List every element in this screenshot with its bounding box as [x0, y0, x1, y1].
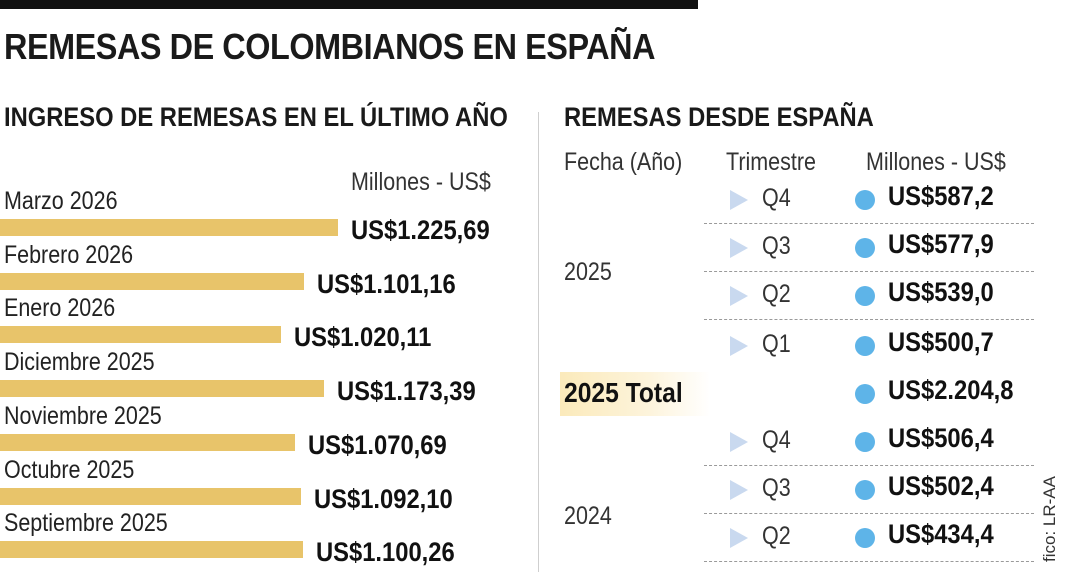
bar-chart-unit-label: Millones - US$ — [351, 168, 491, 196]
bar-row: Septiembre 2025 US$1.100,26 — [0, 509, 540, 567]
quarter-value: US$587,2 — [888, 181, 994, 211]
quarter-value: US$539,0 — [888, 277, 994, 307]
table-row: Q2 US$539,0 — [704, 272, 1034, 320]
dot-icon — [855, 190, 875, 210]
total-highlight — [560, 372, 710, 416]
dot-icon — [855, 336, 875, 356]
graphic-credit: fico: LR-AA — [1040, 476, 1059, 562]
bar — [0, 272, 304, 290]
bar-value-label: US$1.070,69 — [308, 429, 448, 460]
quarter-value: US$506,4 — [888, 423, 994, 453]
bar-value-label: US$1.173,39 — [336, 376, 476, 407]
dot-icon — [855, 528, 875, 548]
row-separator — [704, 319, 1034, 320]
bar-value-label: US$1.092,10 — [314, 483, 453, 514]
bar-category-label: Octubre 2025 — [4, 455, 135, 484]
bar-row: Enero 2026 US$1.020,11 — [0, 294, 540, 352]
bar-category-label: Marzo 2026 — [4, 187, 118, 215]
table-row: Q4 US$506,4 — [704, 418, 1034, 466]
page-title: REMESAS DE COLOMBIANOS EN ESPAÑA — [4, 26, 656, 67]
top-rule — [0, 0, 698, 9]
bar-category-label: Diciembre 2025 — [4, 348, 155, 377]
header-value: Millones - US$ — [866, 148, 1006, 176]
table-row: Q2 US$434,4 — [704, 514, 1034, 562]
bar-category-label: Febrero 2026 — [4, 240, 134, 269]
bar-row: Febrero 2026 US$1.101,16 — [0, 240, 540, 299]
bar — [0, 487, 302, 505]
triangle-icon — [730, 432, 748, 452]
bar-value-label: US$1.020,11 — [294, 322, 432, 353]
bar — [0, 219, 338, 236]
quarter-label: Q2 — [762, 522, 791, 550]
row-separator — [704, 513, 1034, 514]
table-row: Q4 US$587,2 — [704, 176, 1034, 224]
bar-value-label: US$1.101,16 — [316, 268, 456, 299]
bar-row: Noviembre 2025 US$1.070,69 — [0, 401, 540, 460]
bar — [0, 326, 282, 344]
column-divider — [538, 112, 539, 572]
quarter-value: US$500,7 — [888, 327, 994, 357]
dot-icon — [855, 384, 875, 404]
triangle-icon — [730, 528, 748, 548]
total-label: 2025 Total — [564, 377, 683, 408]
bar — [0, 541, 304, 559]
row-separator — [704, 561, 1034, 562]
dot-icon — [855, 286, 875, 306]
quarter-value: US$577,9 — [888, 229, 994, 259]
bar-category-label: Enero 2026 — [4, 294, 116, 323]
bar-value-label: US$1.225,69 — [351, 215, 490, 245]
quarter-label: Q1 — [762, 330, 791, 358]
bar-category-label: Septiembre 2025 — [4, 509, 168, 538]
year-2024-label: 2024 — [564, 502, 612, 530]
table-title: REMESAS DESDE ESPAÑA — [564, 102, 874, 132]
quarter-label: Q4 — [762, 426, 791, 454]
triangle-icon — [730, 190, 748, 210]
dot-icon — [855, 432, 875, 452]
bar-chart-title: INGRESO DE REMESAS EN EL ÚLTIMO AÑO — [4, 102, 508, 132]
quarter-label: Q3 — [762, 474, 791, 502]
header-quarter: Trimestre — [726, 148, 816, 176]
table-row: Q3 US$502,4 — [704, 466, 1034, 514]
table-row: Q3 US$577,9 — [704, 224, 1034, 272]
table-row: Q1 US$500,7 — [704, 322, 1034, 370]
quarter-value: US$502,4 — [888, 471, 994, 501]
triangle-icon — [730, 286, 748, 306]
total-value: US$2.204,8 — [888, 375, 1014, 405]
bar-row: Diciembre 2025 US$1.173,39 — [0, 348, 540, 406]
dot-icon — [855, 238, 875, 258]
quarter-label: Q2 — [762, 280, 791, 308]
quarter-label: Q3 — [762, 232, 791, 260]
bar — [0, 380, 324, 398]
triangle-icon — [730, 238, 748, 258]
row-separator — [704, 271, 1034, 272]
quarter-value: US$434,4 — [888, 519, 994, 549]
quarter-label: Q4 — [762, 184, 791, 212]
dot-icon — [855, 480, 875, 500]
bar-row: Octubre 2025 US$1.092,10 — [0, 455, 540, 514]
header-year: Fecha (Año) — [564, 148, 683, 176]
bar-value-label: US$1.100,26 — [316, 537, 456, 568]
year-2025-label: 2025 — [564, 258, 612, 286]
triangle-icon — [730, 336, 748, 356]
bar — [0, 433, 296, 451]
row-separator — [704, 223, 1034, 224]
bar-row: Marzo 2026 US$1.225,69 — [0, 187, 540, 245]
row-separator — [704, 465, 1034, 466]
bar-category-label: Noviembre 2025 — [4, 401, 162, 430]
triangle-icon — [730, 480, 748, 500]
